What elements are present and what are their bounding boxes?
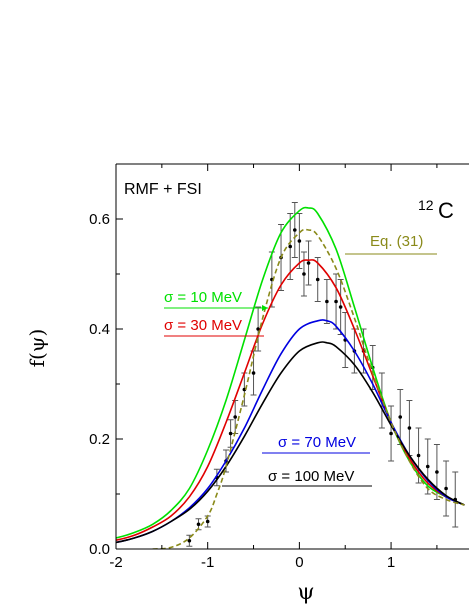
plot-area [116, 202, 465, 549]
data-point [334, 299, 338, 304]
nucleus-symbol: C [438, 198, 454, 223]
data-point [315, 277, 320, 282]
series-line-4 [152, 228, 465, 549]
y-tick-label: 0.6 [89, 211, 110, 228]
axes: -2 -1 0 1 0.0 0.2 0.4 0.6 σ = 10 MeV σ = 30 MeV σ … [89, 163, 469, 571]
annotation-label: Eq. (31) [370, 233, 423, 250]
data-point [297, 239, 302, 243]
nucleus-mass: 12 [418, 197, 434, 213]
nucleus-label: 12 C [418, 197, 454, 223]
annotation-arrow [262, 305, 268, 311]
panel-label: RMF + FSI [124, 181, 202, 198]
x-tick-label: -2 [109, 554, 122, 571]
data-point [398, 415, 403, 419]
data-point [233, 415, 237, 419]
data-point [251, 371, 256, 375]
annotation-label: σ = 10 MeV [164, 289, 242, 306]
annotation-label: σ = 70 MeV [278, 434, 356, 451]
series-line-2 [116, 319, 465, 544]
annotation-label: σ = 30 MeV [164, 317, 242, 334]
x-axis-title: ψ [297, 580, 314, 605]
y-tick-label: 0.4 [89, 321, 110, 338]
data-point [306, 261, 311, 265]
series-line-0 [116, 206, 465, 539]
data-point [288, 244, 293, 249]
data-point [389, 431, 393, 436]
data-point [187, 538, 192, 543]
data-point [256, 327, 260, 331]
data-point [425, 464, 430, 469]
data-point [444, 486, 448, 491]
data-point [196, 522, 201, 527]
data-point [205, 519, 210, 524]
annotation-label: σ = 100 MeV [268, 468, 354, 485]
data-point [338, 305, 343, 309]
series-line-3 [116, 341, 465, 544]
x-tick-label: -1 [201, 554, 214, 571]
y-axis-title: f(ψ) [25, 329, 49, 368]
data-point [407, 426, 412, 430]
y-tick-label: 0.0 [89, 541, 110, 558]
data-point [325, 299, 329, 304]
x-tick-label: 1 [387, 554, 395, 571]
data-point [416, 453, 421, 458]
clipped-plot [116, 202, 465, 549]
data-point [292, 228, 297, 232]
data-point [228, 431, 233, 436]
x-tick-label: 0 [295, 554, 303, 571]
data-point [302, 272, 306, 276]
data-point [435, 470, 439, 474]
y-tick-label: 0.2 [89, 431, 110, 448]
